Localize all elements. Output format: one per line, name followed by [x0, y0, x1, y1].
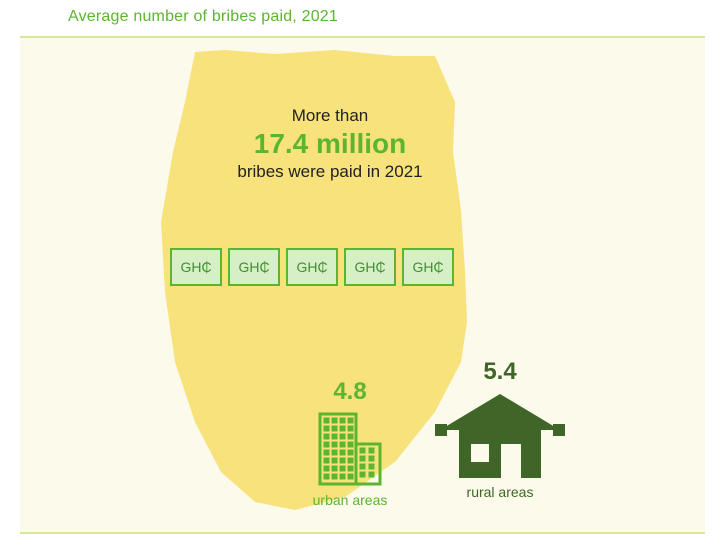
currency-box: GH₵ [402, 248, 454, 286]
currency-box: GH₵ [344, 248, 396, 286]
currency-box: GH₵ [228, 248, 280, 286]
headline-block: More than 17.4 million bribes were paid … [190, 106, 470, 182]
currency-box: GH₵ [170, 248, 222, 286]
rural-label: rural areas [425, 484, 575, 500]
buildings-icon [314, 410, 386, 490]
urban-stat-block: 4.8 urban areas [295, 378, 405, 508]
infographic-canvas: More than 17.4 million bribes were paid … [20, 38, 705, 532]
headline-value: 17.4 million [190, 126, 470, 162]
bottom-divider [20, 532, 705, 534]
urban-value: 4.8 [295, 378, 405, 406]
headline-line1: More than [190, 106, 470, 126]
chart-title: Average number of bribes paid, 2021 [0, 0, 725, 36]
currency-box-row: GH₵GH₵GH₵GH₵GH₵ [170, 248, 454, 286]
rural-value: 5.4 [425, 358, 575, 386]
headline-line3: bribes were paid in 2021 [190, 162, 470, 182]
currency-box: GH₵ [286, 248, 338, 286]
urban-label: urban areas [295, 492, 405, 508]
house-icon [435, 390, 565, 482]
rural-stat-block: 5.4 rural areas [425, 358, 575, 500]
